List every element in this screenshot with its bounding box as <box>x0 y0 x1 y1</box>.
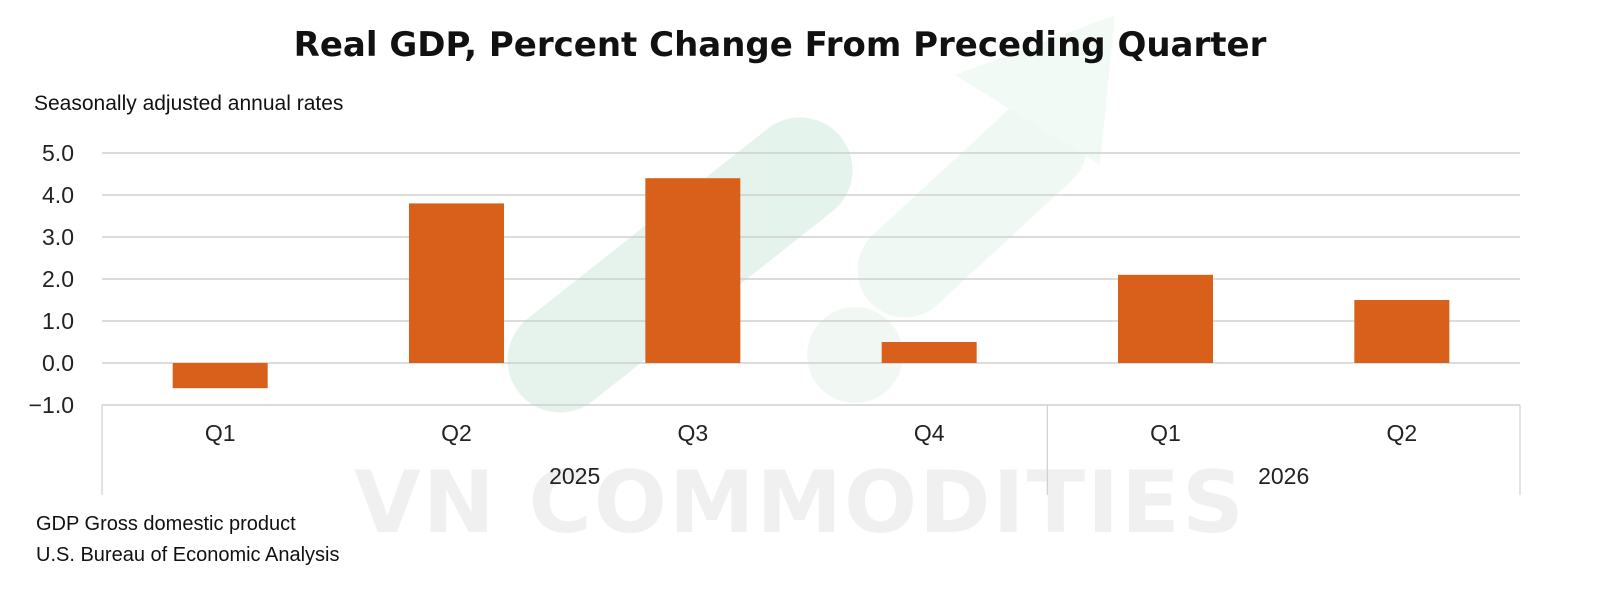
bars <box>172 178 1450 389</box>
footnote-definition: GDP Gross domestic product <box>36 513 296 535</box>
y-axis-ticks: 5.0 4.0 3.0 2.0 1.0 0.0 −1.0 <box>29 140 74 418</box>
y-tick-label: 2.0 <box>42 266 74 292</box>
x-tick-label: Q1 <box>1150 420 1181 446</box>
x-tick-label: Q1 <box>205 420 236 446</box>
y-tick-label: 1.0 <box>42 308 74 334</box>
bar <box>645 178 741 363</box>
footnote-source: U.S. Bureau of Economic Analysis <box>36 544 339 566</box>
bar <box>1118 274 1213 363</box>
y-tick-label: 5.0 <box>42 140 74 166</box>
watermark-arrow-icon <box>507 15 1115 413</box>
bar <box>881 342 977 363</box>
chart-subtitle: Seasonally adjusted annual rates <box>34 92 343 115</box>
bar <box>172 363 268 389</box>
bar <box>409 203 504 363</box>
chart-title: Real GDP, Percent Change From Preceding … <box>294 25 1267 65</box>
x-tick-label: Q2 <box>441 420 472 446</box>
gridlines <box>102 152 1520 406</box>
x-group-label: 2025 <box>549 463 600 489</box>
y-tick-label: 4.0 <box>42 182 74 208</box>
x-tick-label: Q4 <box>914 420 945 446</box>
y-tick-label: −1.0 <box>29 392 74 418</box>
watermark-text: VN COMMODITIES <box>354 453 1246 553</box>
x-tick-label: Q2 <box>1386 420 1417 446</box>
x-group-label: 2026 <box>1258 463 1309 489</box>
x-tick-label: Q3 <box>677 420 708 446</box>
bar <box>1354 300 1450 363</box>
y-tick-label: 3.0 <box>42 224 74 250</box>
x-axis: Q1 Q2 Q3 Q4 Q1 Q2 2025 2026 <box>101 405 1521 495</box>
y-tick-label: 0.0 <box>42 350 74 376</box>
